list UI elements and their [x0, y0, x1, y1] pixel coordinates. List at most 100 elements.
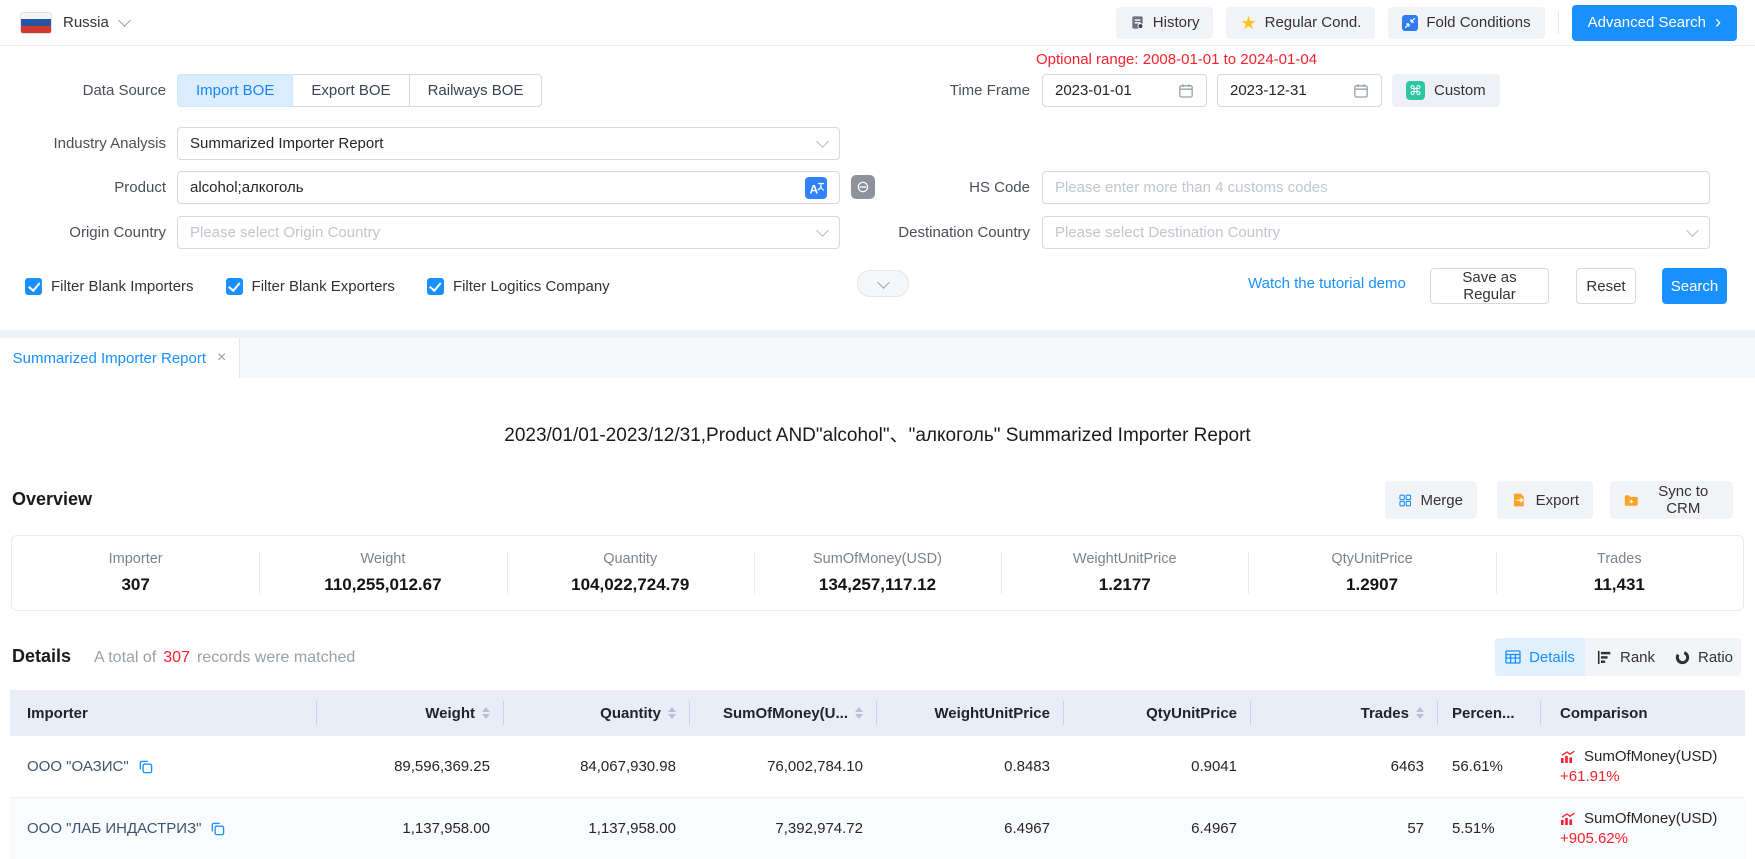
col-header-trades[interactable]: Trades: [1251, 690, 1438, 736]
hs-code-input[interactable]: Please enter more than 4 customs codes: [1042, 171, 1710, 204]
advanced-search-button[interactable]: Advanced Search ›: [1572, 5, 1737, 41]
col-header-weight-unit-price: WeightUnitPrice: [877, 690, 1064, 736]
stat-value: 307: [12, 575, 259, 595]
translate-icon[interactable]: A: [805, 177, 827, 199]
stat-label: Weight: [259, 551, 506, 567]
tab-export-boe[interactable]: Export BOE: [292, 74, 409, 107]
col-label: QtyUnitPrice: [1146, 705, 1237, 722]
industry-analysis-select[interactable]: Summarized Importer Report: [177, 127, 840, 160]
overview-heading: Overview: [12, 489, 92, 510]
industry-analysis-value: Summarized Importer Report: [190, 135, 818, 152]
col-header-sum-of-money[interactable]: SumOfMoney(U...: [690, 690, 877, 736]
history-button[interactable]: History: [1116, 7, 1214, 39]
chevron-right-icon: ›: [1715, 13, 1721, 31]
details-table: Importer Weight Quantity SumOfMoney(U...…: [10, 690, 1745, 859]
star-icon: ★: [1240, 14, 1256, 32]
table-grid-icon: [1505, 650, 1521, 664]
col-label: Percen...: [1452, 705, 1515, 722]
regular-cond-button[interactable]: ★ Regular Cond.: [1226, 7, 1375, 39]
checkbox-checked-icon[interactable]: [427, 278, 444, 295]
search-expand-icon[interactable]: ⊖: [851, 175, 875, 199]
merge-grid-icon: [1399, 492, 1411, 509]
overview-stats-panel: Importer 307 Weight 110,255,012.67 Quant…: [11, 535, 1744, 611]
merge-button[interactable]: Merge: [1385, 481, 1477, 519]
view-details-button[interactable]: Details: [1495, 638, 1585, 676]
view-rank-button[interactable]: Rank: [1585, 638, 1667, 676]
chevron-down-icon: [877, 276, 890, 289]
stat-importer: Importer 307: [12, 551, 259, 595]
calendar-icon[interactable]: [1353, 83, 1369, 99]
sort-icon[interactable]: [482, 707, 490, 720]
sync-to-crm-button[interactable]: Sync to CRM: [1610, 481, 1733, 519]
records-prefix: A total of: [94, 649, 156, 666]
red-trend-chart-icon: [1560, 812, 1576, 826]
country-selector[interactable]: Russia: [20, 12, 129, 34]
filter-blank-importers[interactable]: Filter Blank Importers: [25, 278, 194, 295]
origin-country-label: Origin Country: [0, 216, 166, 249]
save-as-regular-button[interactable]: Save as Regular: [1430, 268, 1549, 304]
cell-weight-unit-price: 6.4967: [877, 798, 1064, 859]
date-to-input[interactable]: 2023-12-31: [1217, 74, 1382, 107]
search-button[interactable]: Search: [1662, 268, 1727, 304]
view-details-label: Details: [1529, 649, 1575, 666]
cell-qty-unit-price: 6.4967: [1064, 798, 1251, 859]
cell-comparison: SumOfMoney(USD) +61.91%: [1541, 736, 1745, 797]
fold-conditions-button[interactable]: Fold Conditions: [1388, 7, 1544, 39]
tab-import-boe[interactable]: Import BOE: [177, 74, 293, 107]
donut-icon: [1675, 650, 1690, 665]
stat-label: Quantity: [507, 551, 754, 567]
product-label: Product: [0, 171, 166, 204]
cell-weight: 89,596,369.25: [317, 736, 504, 797]
col-label: Comparison: [1560, 705, 1648, 722]
tutorial-demo-link[interactable]: Watch the tutorial demo: [1248, 275, 1406, 292]
close-icon[interactable]: ×: [217, 350, 226, 366]
filter-logitics-company[interactable]: Filter Logitics Company: [427, 278, 610, 295]
product-input[interactable]: alcohol;алкоголь A: [177, 171, 840, 204]
col-label: Importer: [27, 705, 88, 722]
col-header-weight[interactable]: Weight: [317, 690, 504, 736]
calendar-icon[interactable]: [1178, 83, 1194, 99]
col-label: Trades: [1361, 705, 1409, 722]
export-button[interactable]: Export: [1497, 481, 1593, 519]
history-label: History: [1153, 14, 1200, 31]
importer-link[interactable]: ООО "ОАЗИС": [10, 736, 317, 797]
importer-link[interactable]: ООО "ЛАБ ИНДАСТРИЗ": [10, 798, 317, 859]
table-header-row: Importer Weight Quantity SumOfMoney(U...…: [10, 690, 1745, 736]
date-from-input[interactable]: 2023-01-01: [1042, 74, 1207, 107]
date-to-value: 2023-12-31: [1230, 82, 1353, 99]
tab-railways-boe[interactable]: Railways BOE: [409, 74, 543, 107]
custom-label: Custom: [1434, 82, 1486, 99]
checkbox-checked-icon[interactable]: [226, 278, 243, 295]
sort-icon[interactable]: [1416, 707, 1424, 720]
col-header-quantity[interactable]: Quantity: [504, 690, 690, 736]
stat-trades: Trades 11,431: [1496, 551, 1743, 595]
fold-conditions-icon: [1402, 15, 1418, 31]
hs-code-placeholder: Please enter more than 4 customs codes: [1055, 179, 1697, 196]
destination-country-placeholder: Please select Destination Country: [1055, 224, 1688, 241]
importer-name: ООО "ОАЗИС": [27, 758, 129, 775]
details-heading: Details: [12, 646, 71, 667]
cell-comparison: SumOfMoney(USD) +905.62%: [1541, 798, 1745, 859]
reset-button[interactable]: Reset: [1576, 268, 1636, 304]
russia-flag-icon: [20, 12, 52, 34]
checkbox-checked-icon[interactable]: [25, 278, 42, 295]
copy-icon[interactable]: [210, 821, 225, 836]
copy-icon[interactable]: [138, 759, 153, 774]
tab-summarized-importer-report[interactable]: Summarized Importer Report ×: [0, 338, 240, 378]
view-ratio-button[interactable]: Ratio: [1667, 638, 1741, 676]
cell-trades: 57: [1251, 798, 1438, 859]
comparison-metric: SumOfMoney(USD): [1584, 748, 1717, 765]
stat-quantity: Quantity 104,022,724.79: [507, 551, 754, 595]
sort-icon[interactable]: [668, 707, 676, 720]
industry-analysis-label: Industry Analysis: [0, 127, 166, 160]
collapse-form-button[interactable]: [857, 270, 909, 297]
cell-percent: 5.51%: [1438, 798, 1541, 859]
destination-country-select[interactable]: Please select Destination Country: [1042, 216, 1710, 249]
svg-text:A: A: [810, 182, 819, 196]
origin-country-select[interactable]: Please select Origin Country: [177, 216, 840, 249]
filter-blank-exporters[interactable]: Filter Blank Exporters: [226, 278, 395, 295]
topbar-divider: [1558, 12, 1559, 34]
date-from-value: 2023-01-01: [1055, 82, 1178, 99]
sort-icon[interactable]: [855, 707, 863, 720]
custom-range-button[interactable]: ⌘ Custom: [1392, 74, 1500, 107]
